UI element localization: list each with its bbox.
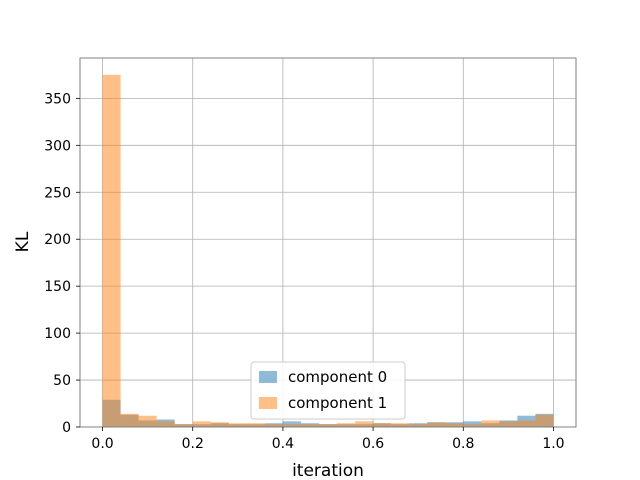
legend: component 0 component 1 bbox=[250, 361, 406, 420]
y-tick-label: 350 bbox=[44, 91, 71, 107]
legend-label: component 1 bbox=[288, 394, 387, 412]
histogram-bar bbox=[535, 414, 554, 427]
histogram-bar bbox=[463, 424, 482, 427]
histogram-bar bbox=[174, 424, 193, 427]
series-1 bbox=[102, 74, 554, 428]
x-axis: 0.0 0.2 0.4 0.6 0.8 1.0 bbox=[91, 427, 565, 452]
histogram-bar bbox=[355, 421, 374, 427]
grid bbox=[80, 58, 576, 428]
histogram-bar bbox=[246, 423, 265, 427]
x-tick-label: 0.0 bbox=[91, 436, 113, 452]
histogram-bar bbox=[138, 415, 157, 427]
histogram-bar bbox=[282, 424, 301, 427]
legend-swatch bbox=[259, 397, 277, 409]
histogram-bar bbox=[228, 423, 247, 427]
y-tick-label: 300 bbox=[44, 138, 71, 154]
y-tick-label: 0 bbox=[62, 420, 71, 436]
legend-swatch bbox=[259, 371, 277, 383]
x-tick-label: 0.4 bbox=[272, 436, 294, 452]
histogram-bar bbox=[102, 74, 121, 428]
legend-label: component 0 bbox=[288, 368, 387, 386]
histogram-bar bbox=[264, 424, 283, 427]
histogram-bar bbox=[445, 423, 464, 427]
legend-box bbox=[250, 361, 406, 420]
histogram-bar bbox=[499, 421, 518, 427]
y-tick-label: 50 bbox=[53, 373, 71, 389]
histogram-bar bbox=[517, 420, 536, 427]
histogram-bar bbox=[300, 424, 319, 427]
y-axis: 0 50 100 150 200 250 300 350 bbox=[44, 91, 80, 436]
histogram-bar bbox=[427, 422, 446, 427]
histogram-bar bbox=[373, 423, 392, 427]
histogram-bar bbox=[120, 413, 139, 427]
y-tick-label: 200 bbox=[44, 232, 71, 248]
y-axis-title: KL bbox=[13, 231, 33, 252]
histogram-bar bbox=[337, 423, 356, 427]
histogram-bar bbox=[210, 422, 229, 427]
y-tick-label: 250 bbox=[44, 185, 71, 201]
histogram-bar bbox=[391, 423, 410, 427]
histogram-bar bbox=[156, 421, 175, 427]
histogram-bar bbox=[192, 421, 211, 427]
plot-frame bbox=[79, 57, 577, 428]
y-tick-label: 100 bbox=[44, 326, 71, 342]
x-tick-label: 1.0 bbox=[542, 436, 564, 452]
x-axis-title: iteration bbox=[292, 461, 364, 480]
x-tick-label: 0.2 bbox=[182, 436, 204, 452]
histogram-bar bbox=[481, 420, 500, 427]
x-tick-label: 0.6 bbox=[362, 436, 384, 452]
bars bbox=[102, 74, 554, 428]
x-tick-label: 0.8 bbox=[452, 436, 474, 452]
histogram-bar bbox=[409, 424, 428, 427]
y-tick-label: 150 bbox=[44, 279, 71, 295]
histogram-bar bbox=[318, 424, 338, 427]
